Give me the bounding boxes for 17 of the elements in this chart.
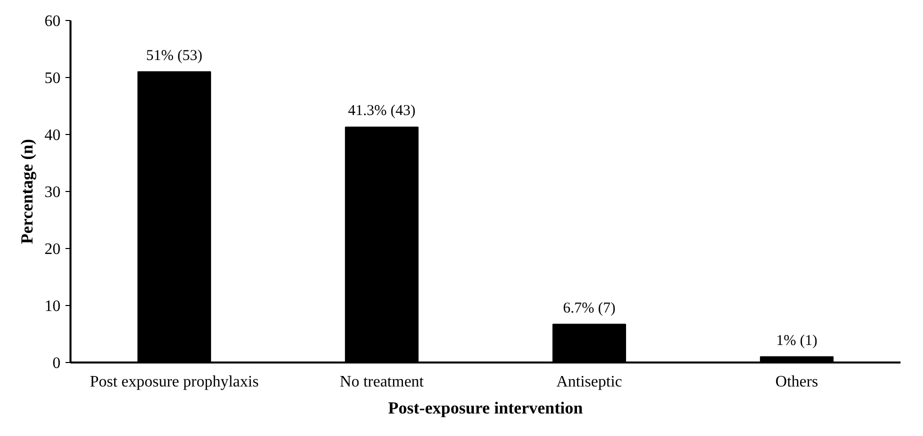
y-tick-label: 50 [44, 70, 60, 87]
x-tick-label: Antiseptic [556, 374, 622, 390]
x-axis-title: Post-exposure intervention [388, 398, 584, 418]
y-tick-label: 30 [44, 184, 60, 201]
x-tick-label: Others [775, 374, 818, 390]
y-axis-title: Percentage (n) [18, 139, 36, 244]
y-tick-label: 10 [44, 298, 60, 315]
data-label: 41.3% (43) [348, 103, 416, 120]
data-label: 1% (1) [776, 332, 818, 349]
y-tick-label: 20 [44, 241, 60, 258]
y-tick-label: 60 [44, 13, 60, 30]
y-tick-label: 40 [44, 127, 60, 144]
x-tick-label: No treatment [340, 374, 424, 390]
data-label: 6.7% (7) [563, 300, 616, 316]
data-label: 51% (53) [146, 48, 202, 64]
y-tick-label: 0 [52, 355, 60, 372]
x-tick-label: Post exposure prophylaxis [90, 374, 259, 390]
